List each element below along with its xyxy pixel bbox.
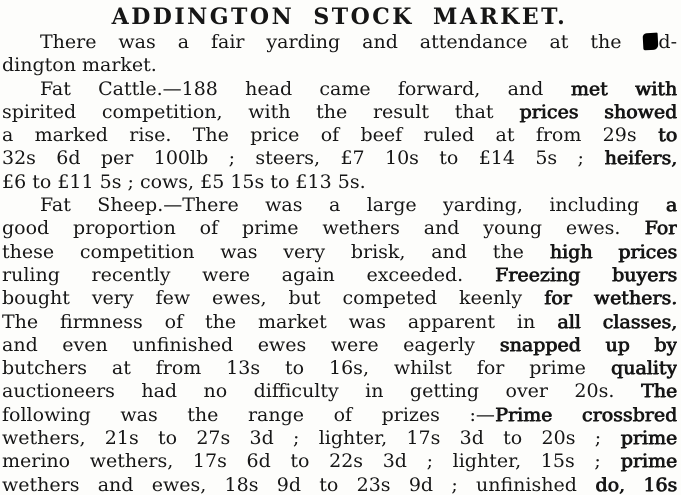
text-segment-heavy: prime [620,450,677,473]
text-line: Fat Sheep.—There was a large yarding, in… [2,194,677,217]
text-segment-heavy: For [644,217,677,240]
text-segment-heavy: to [657,124,677,147]
text-segment-heavy: snapped up by [499,333,677,356]
text-segment-heavy: for wethers. [544,287,677,310]
text-segment: auctioneers had no difficulty in getting… [2,380,641,403]
text-segment-heavy: do, 16s [595,473,677,495]
text-line: auctioneers had no difficulty in getting… [2,380,677,403]
text-segment: a marked rise. The price of beef ruled a… [2,124,658,147]
text-segment: £6 to £11 5s ; cows, £5 15s to £13 5s. [2,170,366,193]
text-segment: wethers, 21s to 27s 3d ; lighter, 17s 3d… [2,427,621,450]
text-segment: 32s 6d per 100lb ; steers, £7 10s to £14… [2,147,605,170]
text-line: £6 to £11 5s ; cows, £5 15s to £13 5s. [2,171,677,194]
text-segment: The firmness of the market was apparent … [2,310,558,333]
text-line: merino wethers, 17s 6d to 22s 3d ; light… [2,450,677,473]
text-line: following was the range of prizes :—Prim… [2,404,677,427]
text-segment-heavy: Prime crossbred [494,403,677,426]
text-segment-heavy: heifers, [604,147,677,170]
text-line: a marked rise. The price of beef ruled a… [2,124,677,147]
text-segment-heavy: prime [620,427,677,450]
text-line: spirited competition, with the result th… [2,101,677,124]
text-line: Fat Cattle.—188 head came forward, and m… [2,78,677,101]
text-segment-heavy: Freezing buyers [494,263,677,286]
text-segment: spirited competition, with the result th… [2,100,520,123]
text-segment-heavy: all classes, [557,310,677,333]
text-segment-heavy: a [665,194,677,217]
text-line: wethers and ewes, 18s 9d to 23s 9d ; unf… [2,474,677,495]
text-segment-heavy: prices showed [519,100,677,123]
article-body: There was a fair yarding and attendance … [2,31,677,495]
text-line: bought very few ewes, but competed keenl… [2,287,677,310]
text-segment: d- [658,31,677,53]
text-segment: good proportion of prime wethers and you… [2,217,645,240]
text-line: ruling recently were again exceeded. Fre… [2,264,677,287]
text-segment-heavy: quality [610,357,677,380]
text-line: butchers at from 13s to 16s, whilst for … [2,357,677,380]
text-segment: bought very few ewes, but competed keenl… [2,287,544,310]
text-segment-heavy: The [640,380,677,403]
text-segment: following was the range of prizes :— [2,403,495,426]
text-line: these competition was very brisk, and th… [2,241,677,264]
text-segment: Fat Cattle.—188 head came forward, and [40,77,571,100]
text-segment: There was a fair yarding and attendance … [40,31,644,53]
text-segment: dington market. [2,54,157,77]
text-segment: and even unfinished ewes were eagerly [2,333,500,356]
text-line: There was a fair yarding and attendance … [2,31,677,54]
text-segment: wethers and ewes, 18s 9d to 23s 9d ; unf… [2,473,596,495]
article-headline: ADDINGTON STOCK MARKET. [111,4,568,30]
text-line: good proportion of prime wethers and you… [2,217,677,240]
text-segment-heavy: met with [570,77,677,100]
text-segment: these competition was very brisk, and th… [2,240,550,263]
text-segment: merino wethers, 17s 6d to 22s 3d ; light… [2,450,621,473]
text-segment-heavy: high prices [549,240,677,263]
ink-blot [642,32,659,51]
text-segment: ruling recently were again exceeded. [2,263,495,286]
text-segment: Fat Sheep.—There was a large yarding, in… [40,194,666,217]
text-line: 32s 6d per 100lb ; steers, £7 10s to £14… [2,147,677,170]
text-line: and even unfinished ewes were eagerly sn… [2,334,677,357]
text-segment: butchers at from 13s to 16s, whilst for … [2,357,611,380]
text-line: wethers, 21s to 27s 3d ; lighter, 17s 3d… [2,427,677,450]
text-line: The firmness of the market was apparent … [2,311,677,334]
text-line: dington market. [2,54,677,77]
